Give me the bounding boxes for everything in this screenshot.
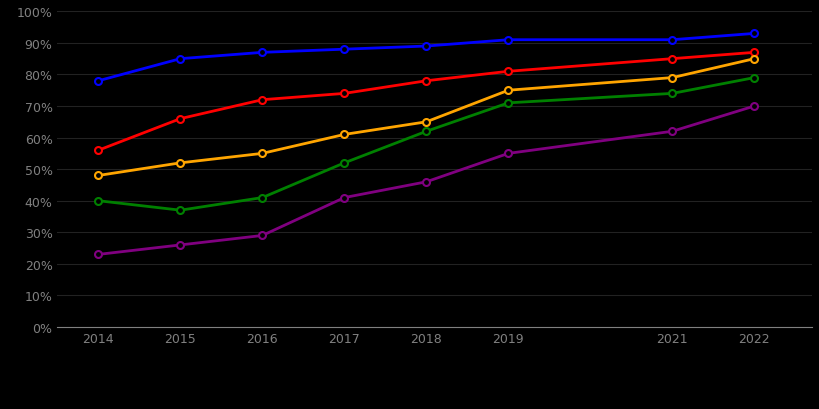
- All Four Domains: [257, 234, 267, 238]
- Find: [257, 152, 267, 157]
- All Four Domains: [749, 104, 758, 109]
- Integrate: [503, 101, 513, 106]
- Line: Integrate: Integrate: [95, 75, 757, 214]
- Receive: [421, 79, 431, 84]
- Send: [93, 79, 103, 84]
- Find: [175, 161, 185, 166]
- Find: [503, 89, 513, 94]
- Find: [421, 120, 431, 125]
- All Four Domains: [421, 180, 431, 185]
- Send: [175, 57, 185, 62]
- Find: [667, 76, 676, 81]
- Integrate: [257, 196, 267, 200]
- Receive: [93, 148, 103, 153]
- Receive: [257, 98, 267, 103]
- Find: [93, 173, 103, 178]
- Integrate: [667, 92, 676, 97]
- All Four Domains: [503, 152, 513, 157]
- Integrate: [749, 76, 758, 81]
- Send: [749, 32, 758, 37]
- Receive: [175, 117, 185, 122]
- Receive: [339, 92, 349, 97]
- Receive: [503, 70, 513, 74]
- Send: [339, 47, 349, 52]
- All Four Domains: [93, 252, 103, 257]
- Send: [667, 38, 676, 43]
- Integrate: [93, 199, 103, 204]
- Line: Receive: Receive: [95, 50, 757, 154]
- All Four Domains: [339, 196, 349, 200]
- All Four Domains: [175, 243, 185, 248]
- Line: All Four Domains: All Four Domains: [95, 103, 757, 258]
- Send: [421, 45, 431, 49]
- Send: [503, 38, 513, 43]
- All Four Domains: [667, 130, 676, 135]
- Line: Send: Send: [95, 31, 757, 85]
- Find: [339, 133, 349, 137]
- Integrate: [175, 208, 185, 213]
- Send: [257, 51, 267, 56]
- Integrate: [421, 130, 431, 135]
- Line: Find: Find: [95, 56, 757, 180]
- Receive: [667, 57, 676, 62]
- Find: [749, 57, 758, 62]
- Receive: [749, 51, 758, 56]
- Integrate: [339, 161, 349, 166]
